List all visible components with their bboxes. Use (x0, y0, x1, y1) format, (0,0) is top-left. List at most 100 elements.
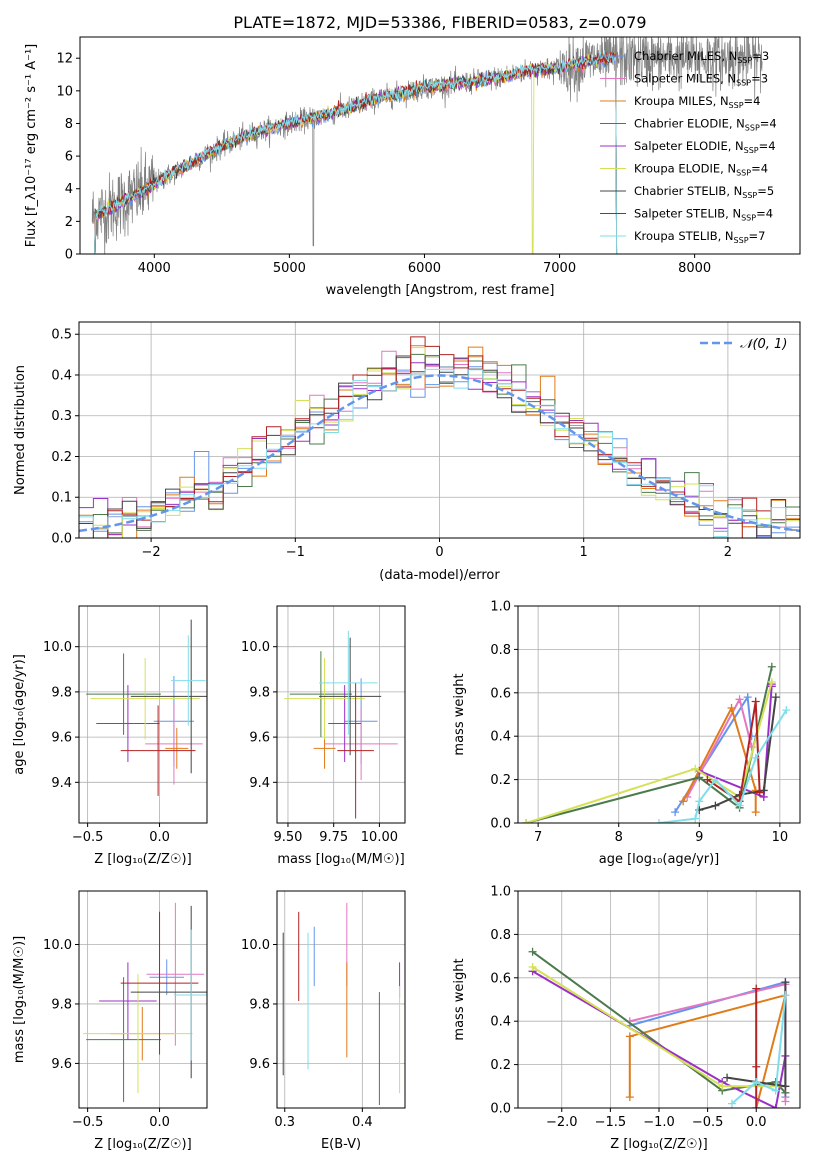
legend-label: Salpeter MILES, NSSP=3 (634, 72, 768, 88)
weight-marker-salpeter-elodie (771, 1104, 780, 1108)
massweight-vs-Z-ylabel: mass weight (452, 958, 467, 1040)
weight-marker-kroupa-stelib (752, 1077, 761, 1086)
age-vs-mass-ytick-label: 9.4 (249, 776, 270, 791)
mass-vs-EBV-ytick-label: 9.6 (249, 1057, 270, 1072)
age-vs-mass-xlabel: mass [log₁₀(M/M☉)] (277, 852, 404, 867)
weight-marker-kroupa-stelib (691, 814, 700, 823)
residuals-ylabel: Normed distribution (13, 365, 28, 495)
weight-marker-salpeter-miles (781, 1097, 790, 1106)
model-spectrum-kroupa-elodie (92, 52, 618, 254)
residuals-xtick-label: −2 (142, 545, 161, 560)
weight-marker-kroupa-miles (625, 1093, 634, 1102)
age-vs-mass-ytick-label: 9.6 (249, 731, 270, 746)
weight-marker-kroupa-miles (679, 797, 688, 806)
weight-marker-kroupa-stelib (771, 1086, 780, 1095)
massweight-vs-Z-xlabel: Z [log₁₀(Z/Z☉)] (610, 1137, 707, 1152)
spectrum-xtick-label: 5000 (273, 261, 306, 276)
massweight-vs-age-ytick-label: 1.0 (490, 600, 511, 615)
model-spectrum-salpeter-elodie (92, 53, 618, 254)
age-vs-Z-ytick-label: 9.8 (51, 685, 72, 700)
massweight-vs-Z-xtick-label: −2.0 (546, 1115, 578, 1130)
mass-vs-Z-xtick-label: 0.0 (149, 1115, 170, 1130)
weight-marker-kroupa-stelib (711, 775, 720, 784)
residuals-ytick-label: 0.1 (51, 491, 72, 506)
massweight-vs-age-ytick-label: 0.0 (490, 817, 511, 832)
spectrum-xlabel: wavelength [Angstrom, rest frame] (326, 283, 555, 298)
massweight-vs-age-xtick-label: 10 (772, 830, 789, 845)
model-spectrum-kroupa-miles (92, 50, 618, 254)
legend-label: Kroupa ELODIE, NSSP=4 (634, 162, 768, 178)
massweight-vs-Z-xtick-label: −1.5 (595, 1115, 627, 1130)
age-vs-Z-frame (78, 605, 208, 824)
weight-marker-salpeter-stelib (752, 1062, 761, 1071)
weight-marker-kroupa-miles (751, 808, 760, 817)
weight-marker-chabrier-stelib (781, 978, 790, 987)
weight-marker-kroupa-miles (727, 703, 736, 712)
legend-label: Kroupa MILES, NSSP=4 (634, 94, 760, 110)
residual-histogram-kroupa-stelib (79, 368, 800, 538)
weight-marker-salpeter-stelib (751, 697, 760, 706)
mass-vs-Z-xtick-label: −0.5 (72, 1115, 104, 1130)
weight-marker-chabrier-miles (743, 693, 752, 702)
massweight-vs-age-ytick-label: 0.4 (490, 730, 511, 745)
residuals-plot-area (79, 336, 800, 538)
massweight-vs-Z-xtick-label: −0.5 (692, 1115, 724, 1130)
massweight-vs-age-plot-area (522, 662, 791, 823)
spectrum-ylabel: Flux [f_λ10⁻¹⁷ erg cm⁻² s⁻¹ A⁻¹] (24, 44, 39, 248)
spectrum-ytick-label: 8 (65, 117, 73, 132)
residuals-xtick-label: 0 (435, 545, 443, 560)
legend-label: 𝒩(0, 1) (740, 337, 787, 352)
weight-marker-kroupa-miles (625, 1032, 634, 1041)
spectrum-ytick-label: 12 (56, 52, 73, 67)
weight-marker-chabrier-stelib (781, 1082, 790, 1091)
age-vs-mass-xtick-label: 9.50 (273, 830, 302, 845)
mass-vs-EBV-xtick-label: 0.3 (274, 1115, 295, 1130)
weight-marker-salpeter-stelib (752, 984, 761, 993)
massweight-vs-Z-ytick-label: 0.2 (490, 1058, 511, 1073)
massweight-vs-Z-ytick-label: 0.8 (490, 928, 511, 943)
mass-vs-Z-ytick-label: 9.8 (51, 997, 72, 1012)
residuals-xtick-label: 1 (580, 545, 588, 560)
model-spectrum-salpeter-miles (92, 53, 618, 254)
massweight-vs-Z-ytick-label: 0.6 (490, 971, 511, 986)
weight-marker-kroupa-stelib (782, 706, 791, 715)
age-vs-Z-ylabel: age [log₁₀(age/yr)] (12, 654, 27, 775)
spectrum-ytick-label: 0 (65, 248, 73, 263)
massweight-vs-age-xtick-label: 7 (534, 830, 542, 845)
massweight-vs-age-xtick-label: 9 (695, 830, 703, 845)
mass-vs-Z-frame (78, 890, 208, 1109)
weight-marker-salpeter-stelib (703, 775, 712, 784)
age-vs-mass-plot-area (284, 630, 398, 819)
massweight-vs-age-xtick-label: 8 (615, 830, 623, 845)
normal-curve (79, 374, 800, 533)
massweight-vs-Z-xtick-label: 0.0 (746, 1115, 767, 1130)
spectrum-xtick-label: 4000 (138, 261, 171, 276)
spectrum-xtick-label: 8000 (678, 261, 711, 276)
weight-line-kroupa-miles (682, 705, 757, 813)
weight-marker-kroupa-stelib (781, 991, 790, 1000)
weight-line-salpeter-stelib (706, 701, 761, 804)
age-vs-mass-xtick-label: 10.00 (361, 830, 398, 845)
age-vs-mass-frame (276, 605, 406, 824)
weight-marker-chabrier-elodie (767, 662, 776, 671)
model-spectrum-salpeter-stelib (92, 51, 618, 254)
weight-marker-kroupa-stelib (751, 753, 760, 762)
massweight-vs-age-ytick-label: 0.8 (490, 643, 511, 658)
weight-marker-chabrier-elodie (528, 947, 537, 956)
massweight-vs-age-ytick-label: 0.2 (490, 773, 511, 788)
model-spectrum-chabrier-elodie (92, 52, 618, 254)
mass-vs-EBV-xlabel: E(B-V) (321, 1137, 361, 1152)
weight-marker-kroupa-elodie (522, 819, 531, 823)
residuals-ytick-label: 0.2 (51, 450, 72, 465)
mass-vs-Z-xlabel: Z [log₁₀(Z/Z☉)] (94, 1137, 191, 1152)
weight-marker-kroupa-elodie (528, 962, 537, 971)
spectrum-ytick-label: 10 (56, 84, 73, 99)
residual-histogram-chabrier-elodie (79, 353, 800, 538)
residuals-ytick-label: 0.5 (51, 328, 72, 343)
legend-label: Chabrier MILES, NSSP=3 (634, 49, 769, 65)
massweight-vs-age-xlabel: age [log₁₀(age/yr)] (599, 852, 720, 867)
weight-marker-chabrier-stelib (723, 1073, 732, 1082)
spectrum-xtick-label: 7000 (543, 261, 576, 276)
weight-marker-kroupa-elodie (767, 677, 776, 686)
